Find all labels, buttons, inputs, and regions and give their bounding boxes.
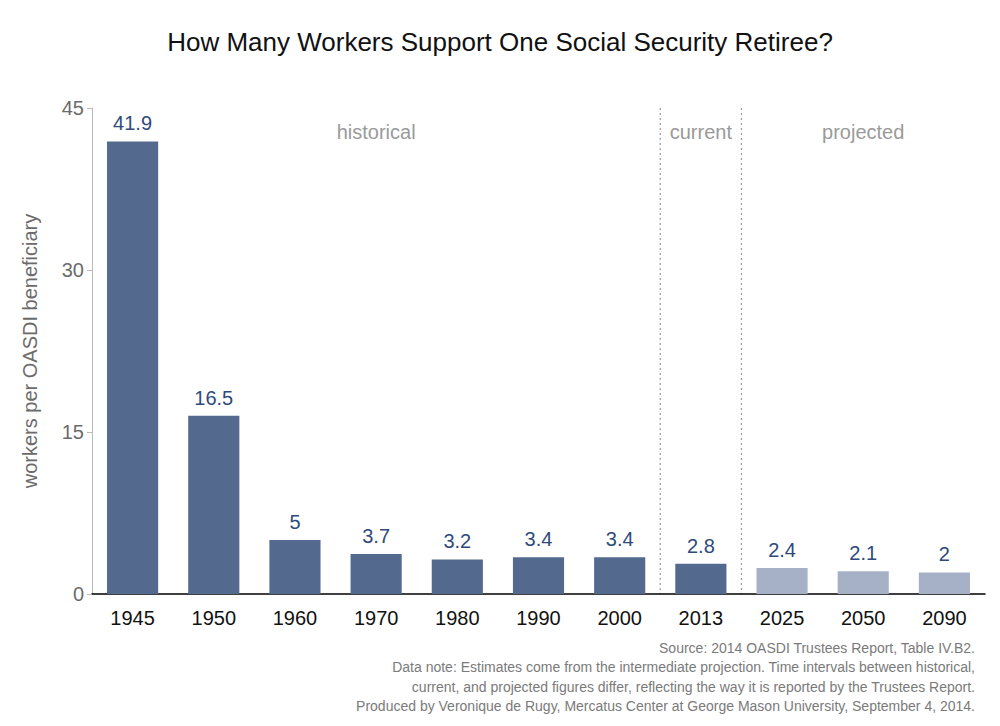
svg-text:projected: projected (822, 121, 904, 143)
svg-text:2000: 2000 (597, 607, 642, 629)
svg-text:2.1: 2.1 (849, 542, 877, 564)
svg-text:3.7: 3.7 (362, 525, 390, 547)
svg-text:3.2: 3.2 (443, 530, 471, 552)
svg-text:15: 15 (62, 421, 84, 443)
svg-text:Data note: Estimates come from: Data note: Estimates come from the inter… (392, 659, 975, 675)
svg-text:historical: historical (337, 121, 416, 143)
svg-text:Source: 2014 OASDI Trustees Re: Source: 2014 OASDI Trustees Report, Tabl… (659, 640, 975, 656)
svg-text:41.9: 41.9 (113, 112, 152, 134)
svg-text:1960: 1960 (273, 607, 318, 629)
svg-text:30: 30 (62, 259, 84, 281)
svg-text:2025: 2025 (760, 607, 805, 629)
svg-text:2.8: 2.8 (687, 535, 715, 557)
svg-text:2090: 2090 (922, 607, 967, 629)
svg-text:Produced by Veronique de Rugy,: Produced by Veronique de Rugy, Mercatus … (356, 698, 975, 714)
svg-text:0: 0 (73, 583, 84, 605)
svg-text:2.4: 2.4 (768, 539, 796, 561)
svg-text:1945: 1945 (110, 607, 155, 629)
svg-text:How Many Workers Support One S: How Many Workers Support One Social Secu… (167, 27, 833, 57)
svg-text:2: 2 (939, 543, 950, 565)
svg-text:2050: 2050 (841, 607, 886, 629)
svg-text:1990: 1990 (516, 607, 561, 629)
svg-text:45: 45 (62, 97, 84, 119)
svg-text:3.4: 3.4 (606, 528, 634, 550)
svg-text:16.5: 16.5 (194, 387, 233, 409)
svg-text:2013: 2013 (679, 607, 724, 629)
svg-text:3.4: 3.4 (525, 528, 553, 550)
svg-text:1970: 1970 (354, 607, 399, 629)
svg-text:1980: 1980 (435, 607, 480, 629)
svg-text:5: 5 (289, 511, 300, 533)
svg-text:workers per OASDI beneficiary: workers per OASDI beneficiary (19, 214, 41, 490)
svg-text:1950: 1950 (192, 607, 237, 629)
svg-text:current: current (670, 121, 733, 143)
svg-text:current, and projected figures: current, and projected figures differ, r… (412, 679, 975, 695)
